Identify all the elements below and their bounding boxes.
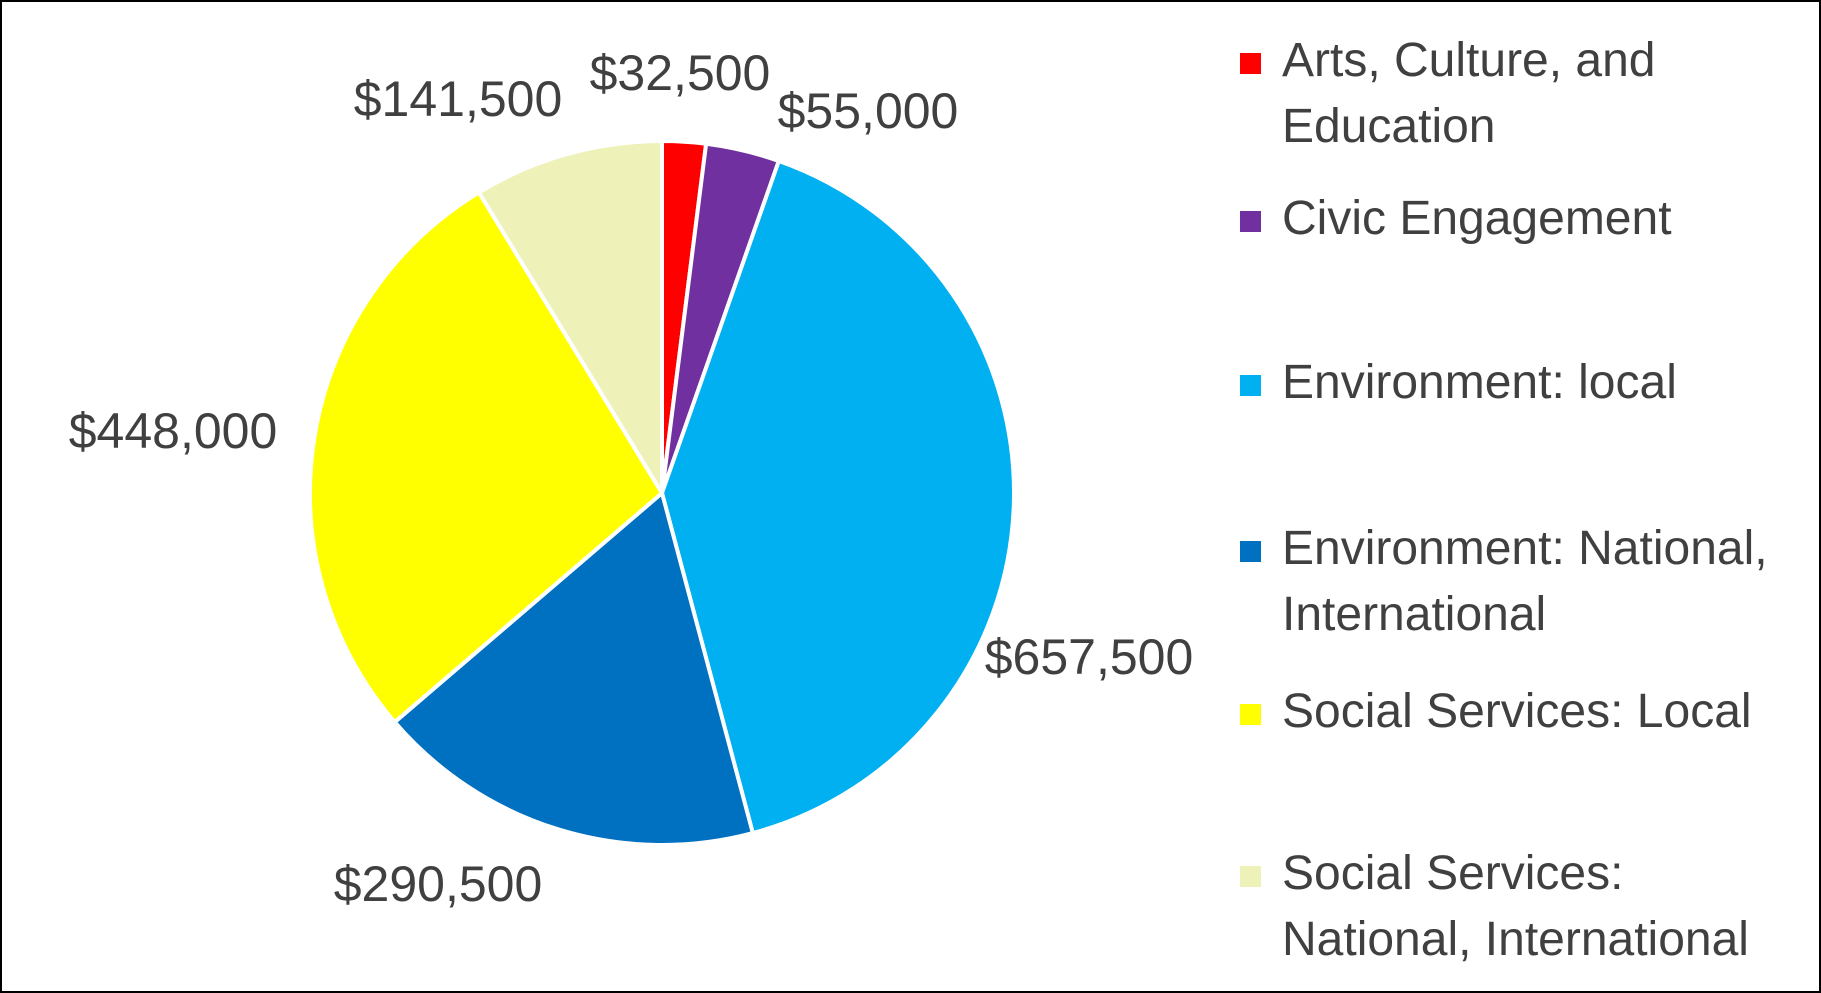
legend-label-social-national: Social Services: National, International (1282, 847, 1749, 966)
legend-item-env-local: Environment: local (1240, 350, 1810, 416)
legend-swatch-env-local (1240, 375, 1261, 396)
legend-item-civic: Civic Engagement (1240, 186, 1810, 252)
slice-env-local (660, 158, 1016, 836)
data-label-civic: $55,000 (778, 83, 959, 139)
legend: Arts, Culture, and Education Civic Engag… (1240, 20, 1810, 980)
data-label-env-national: $290,500 (334, 856, 543, 912)
legend-label-social-local: Social Services: Local (1282, 685, 1752, 738)
legend-swatch-env-national (1240, 541, 1261, 562)
data-label-arts: $32,500 (590, 45, 771, 101)
legend-swatch-civic (1240, 211, 1261, 232)
pie-slices (308, 139, 1016, 847)
legend-label-env-local: Environment: local (1282, 356, 1677, 409)
legend-item-arts: Arts, Culture, and Education (1240, 28, 1810, 160)
data-label-social-local: $448,000 (69, 403, 278, 459)
legend-label-civic: Civic Engagement (1282, 192, 1672, 245)
slice-env-national (392, 491, 755, 847)
legend-label-arts: Arts, Culture, and Education (1282, 34, 1656, 153)
data-label-env-local: $657,500 (985, 629, 1194, 685)
slice-social-local (308, 190, 664, 725)
data-label-social-national: $141,500 (354, 71, 563, 127)
legend-swatch-social-local (1240, 704, 1261, 725)
legend-item-env-national: Environment: National, International (1240, 516, 1810, 648)
legend-item-social-national: Social Services: National, International (1240, 841, 1810, 973)
legend-swatch-social-national (1240, 866, 1261, 887)
slice-social-national (476, 139, 664, 495)
legend-item-social-local: Social Services: Local (1240, 679, 1810, 745)
pie-chart: $32,500 $55,000 $657,500 $290,500 $448,0… (69, 45, 1194, 912)
pie-data-labels: $32,500 $55,000 $657,500 $290,500 $448,0… (69, 45, 1194, 912)
legend-label-env-national: Environment: National, International (1282, 522, 1768, 641)
legend-swatch-arts (1240, 53, 1261, 74)
